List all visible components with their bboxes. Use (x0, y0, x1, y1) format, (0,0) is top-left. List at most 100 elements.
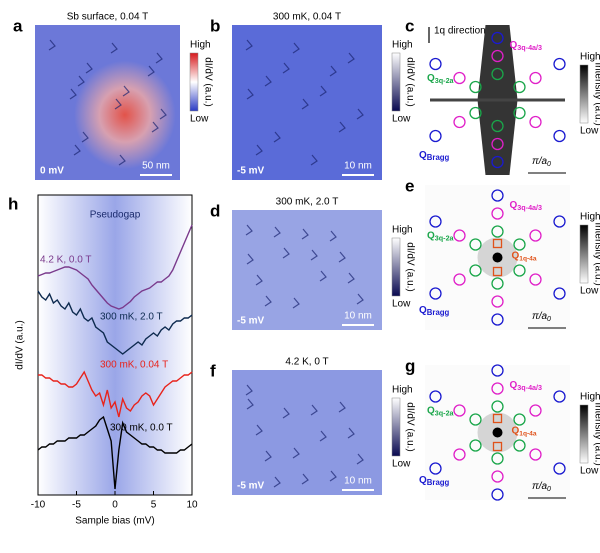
x-tick-label: 5 (151, 500, 157, 511)
bias-label: 0 mV (40, 166, 64, 177)
defect (301, 473, 309, 485)
q-circle (513, 264, 526, 277)
q-circle (453, 71, 466, 85)
q-label: Q1q-4a (512, 250, 537, 262)
colorbar-low: Low (392, 459, 411, 470)
colorbar (579, 404, 589, 464)
defect (329, 470, 337, 482)
q-main: Q (419, 475, 427, 486)
defect (147, 65, 155, 77)
q-sub: 3q-4a/3 (517, 203, 542, 212)
panel-title: 300 mK, 0.04 T (273, 12, 341, 23)
scale-label: π/a0 (532, 311, 551, 323)
panel-letter: e (405, 176, 414, 195)
q-circle (529, 229, 542, 242)
stm-image (35, 25, 180, 180)
scale-sub: 0 (547, 316, 551, 323)
defect (246, 253, 254, 265)
defect (347, 272, 355, 284)
defect (245, 384, 253, 396)
q-circle (453, 229, 466, 242)
q-sub: 3q-2a (435, 233, 455, 242)
scale-main: π/a (532, 311, 547, 322)
fft-core (492, 427, 503, 438)
stm-image (232, 210, 382, 330)
x-tick-label: -5 (72, 500, 81, 511)
q-circle (453, 448, 466, 461)
q-circle (469, 439, 482, 452)
defect (255, 424, 263, 436)
defect (347, 427, 355, 439)
q-circle (491, 49, 504, 63)
q-main: Q (512, 250, 520, 261)
panel-letter: g (405, 356, 415, 375)
colorbar-low: Low (580, 286, 599, 297)
q-label: Q3q-2a (427, 405, 455, 417)
q-main: Q (427, 73, 435, 84)
fft-core (492, 252, 503, 263)
annotation: Pseudogap (90, 210, 141, 221)
spectrum-line (37, 224, 193, 310)
q-sub: 3q-2a (435, 408, 455, 417)
q-circle (529, 71, 542, 85)
colorbar (391, 237, 401, 297)
q-circle (513, 413, 526, 426)
q-circle (491, 364, 504, 377)
curve-label: 300 mK, 0.0 T (110, 423, 173, 434)
defect (264, 450, 272, 462)
q-circle (491, 119, 504, 133)
q-main: Q (510, 40, 518, 51)
colorbar-label: Intensity (a.u.) (592, 62, 600, 125)
defect (114, 98, 122, 110)
defect (338, 251, 346, 263)
defect (282, 62, 290, 74)
scale-main: π/a (532, 156, 547, 167)
q-circle (491, 155, 504, 169)
q-sub: Bragg (427, 478, 450, 487)
colorbar-high: High (392, 40, 413, 51)
q-sub: 3q-4a/3 (517, 383, 542, 392)
q-circle (469, 238, 482, 251)
defect (319, 85, 327, 97)
q-circle (491, 452, 504, 465)
q-circle (553, 57, 566, 71)
q-label: Q3q-2a (427, 73, 455, 85)
q-circle (469, 106, 482, 120)
colorbar-low: Low (580, 466, 599, 477)
defect (310, 154, 318, 166)
q-circle (529, 448, 542, 461)
q-circle (491, 277, 504, 290)
q-circle (491, 470, 504, 483)
curve-label: 4.2 K, 0.0 T (40, 255, 92, 266)
q-main: Q (419, 305, 427, 316)
defect (245, 39, 253, 51)
curve-label: 300 mK, 2.0 T (100, 312, 163, 323)
q-sub: 1q-4a (519, 430, 537, 437)
defect (155, 52, 163, 64)
q-circle (491, 189, 504, 202)
q-label: Q3q-4a/3 (510, 200, 543, 212)
scale-bar-label: 10 nm (344, 311, 372, 322)
spectrum-line (37, 415, 193, 490)
defect (73, 144, 81, 156)
defect (329, 230, 337, 242)
defect (301, 228, 309, 240)
defect (292, 447, 300, 459)
defect (246, 398, 254, 410)
defect (310, 404, 318, 416)
defect (338, 401, 346, 413)
q-circle (529, 273, 542, 286)
defect (255, 274, 263, 286)
q-circle (469, 264, 482, 277)
defect (77, 75, 85, 87)
defect (356, 293, 364, 305)
colorbar-label: dI/dV (a.u.) (404, 242, 415, 291)
q-circle (429, 129, 442, 143)
q-label: Q1q-4a (512, 425, 537, 437)
x-tick-label: -10 (31, 500, 46, 511)
defect (264, 295, 272, 307)
defect (319, 270, 327, 282)
scale-label: π/a0 (532, 156, 551, 168)
q-label: Q3q-4a/3 (510, 380, 543, 392)
q-sub: Bragg (427, 153, 450, 162)
